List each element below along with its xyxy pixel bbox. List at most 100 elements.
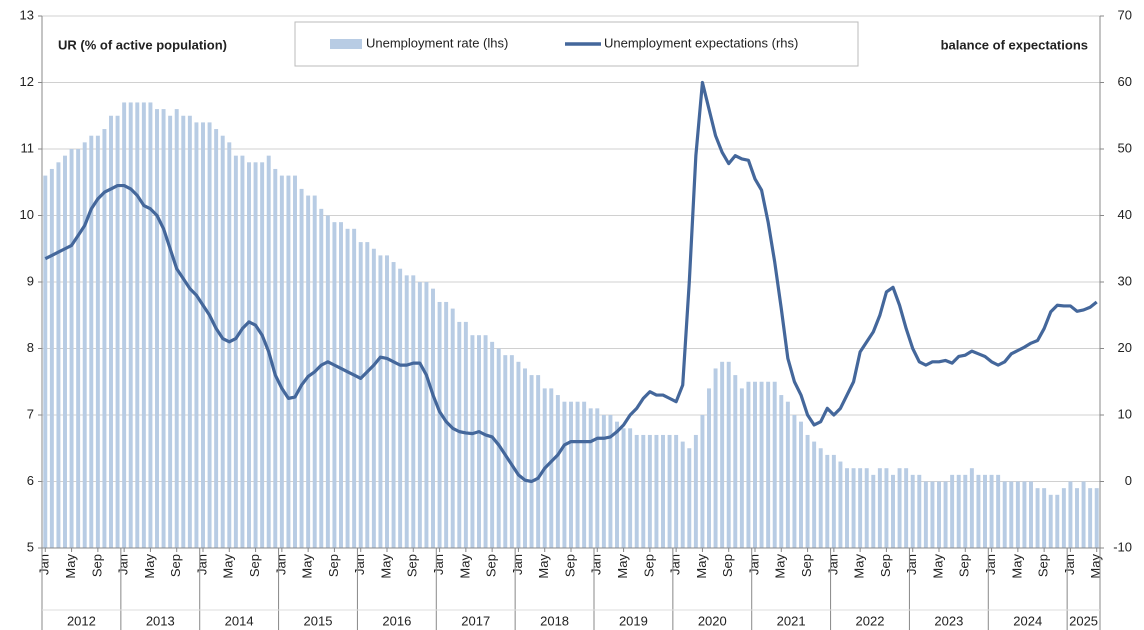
bar	[332, 222, 337, 548]
x-tick-label: Sep	[957, 554, 972, 577]
bar	[523, 368, 527, 548]
y2-tick-label: 30	[1118, 273, 1132, 288]
bar	[713, 368, 718, 548]
bar	[864, 468, 869, 548]
bar	[1029, 481, 1033, 548]
bar	[595, 408, 600, 548]
bar	[1094, 488, 1099, 548]
y-axis-title: UR (% of active population)	[58, 37, 227, 52]
bar	[956, 474, 961, 548]
x-tick-label: Sep	[1036, 554, 1051, 577]
year-label: 2019	[619, 613, 648, 628]
x-tick-label: May	[378, 554, 393, 579]
y-tick-label: 6	[27, 473, 34, 488]
x-tick-label: May	[1009, 554, 1024, 579]
bar	[496, 348, 501, 548]
x-tick-label: May	[142, 554, 157, 579]
bar	[76, 149, 81, 548]
bar	[135, 102, 140, 548]
bar	[858, 468, 863, 548]
bar	[457, 321, 462, 548]
bar	[378, 255, 383, 548]
bar	[220, 135, 225, 548]
bar	[667, 434, 672, 548]
year-label: 2017	[461, 613, 490, 628]
bar	[608, 415, 613, 548]
bar	[187, 115, 192, 548]
x-tick-label: May	[300, 554, 315, 579]
bar	[969, 468, 974, 548]
y2-tick-label: 20	[1118, 340, 1132, 355]
x-tick-label: May	[221, 554, 236, 579]
bar	[516, 361, 521, 548]
bar	[785, 401, 790, 548]
y-tick-label: 7	[27, 406, 34, 421]
bar	[444, 301, 449, 548]
x-tick-label: May	[694, 554, 709, 579]
legend: Unemployment rate (lhs) Unemployment expe…	[294, 21, 859, 67]
bar	[214, 129, 219, 549]
bar	[115, 115, 120, 548]
bar	[1002, 481, 1007, 548]
bar	[279, 175, 284, 548]
bar	[1068, 481, 1073, 548]
bar	[845, 468, 849, 548]
y-tick-label: 13	[20, 7, 34, 22]
bar	[904, 468, 909, 548]
bar	[49, 168, 54, 548]
bar	[148, 102, 153, 548]
bar	[391, 262, 396, 548]
bar	[299, 188, 304, 548]
x-tick-label: Jan	[194, 554, 209, 575]
bar	[818, 448, 823, 548]
bar	[89, 135, 94, 548]
x-tick-label: Sep	[326, 554, 341, 577]
bar	[910, 474, 915, 548]
year-label: 2025	[1069, 613, 1098, 628]
bar	[122, 102, 127, 548]
bar	[989, 474, 994, 548]
bar	[766, 381, 771, 548]
bar	[437, 301, 442, 548]
line	[44, 80, 1098, 484]
x-tick-label: Jan	[983, 554, 998, 575]
x-tick-label: Sep	[878, 554, 893, 577]
bar	[654, 434, 659, 548]
bar	[56, 162, 61, 549]
bar	[260, 162, 265, 549]
bar	[1055, 494, 1060, 548]
bar	[575, 401, 580, 548]
x-tick-label: May	[615, 554, 630, 579]
bar	[306, 195, 311, 549]
legend-swatch	[330, 39, 362, 49]
bar	[726, 361, 731, 548]
bar	[536, 375, 541, 548]
bar	[779, 395, 784, 548]
bar	[1022, 481, 1027, 548]
x-tick-label: Jan	[1062, 554, 1077, 575]
bar	[424, 282, 429, 548]
bar	[871, 474, 876, 548]
year-label: 2023	[934, 613, 963, 628]
bar	[385, 255, 389, 548]
bar	[562, 401, 567, 548]
year-label: 2013	[146, 613, 175, 628]
bar	[43, 175, 48, 548]
x-tick-label: Sep	[405, 554, 420, 577]
year-label: 2018	[540, 613, 569, 628]
bar	[194, 122, 199, 549]
bar	[293, 175, 297, 548]
bar	[95, 135, 100, 548]
x-tick-label: Sep	[720, 554, 735, 577]
year-label: 2022	[856, 613, 885, 628]
y-tick-label: 12	[20, 74, 34, 89]
bar	[227, 142, 232, 548]
x-tick-label: Jan	[904, 554, 919, 575]
legend-label: Unemployment rate (lhs)	[366, 35, 508, 50]
bar	[976, 474, 981, 548]
bar	[371, 248, 376, 548]
bar	[601, 415, 606, 548]
year-label: 2020	[698, 613, 727, 628]
bar	[253, 162, 258, 549]
